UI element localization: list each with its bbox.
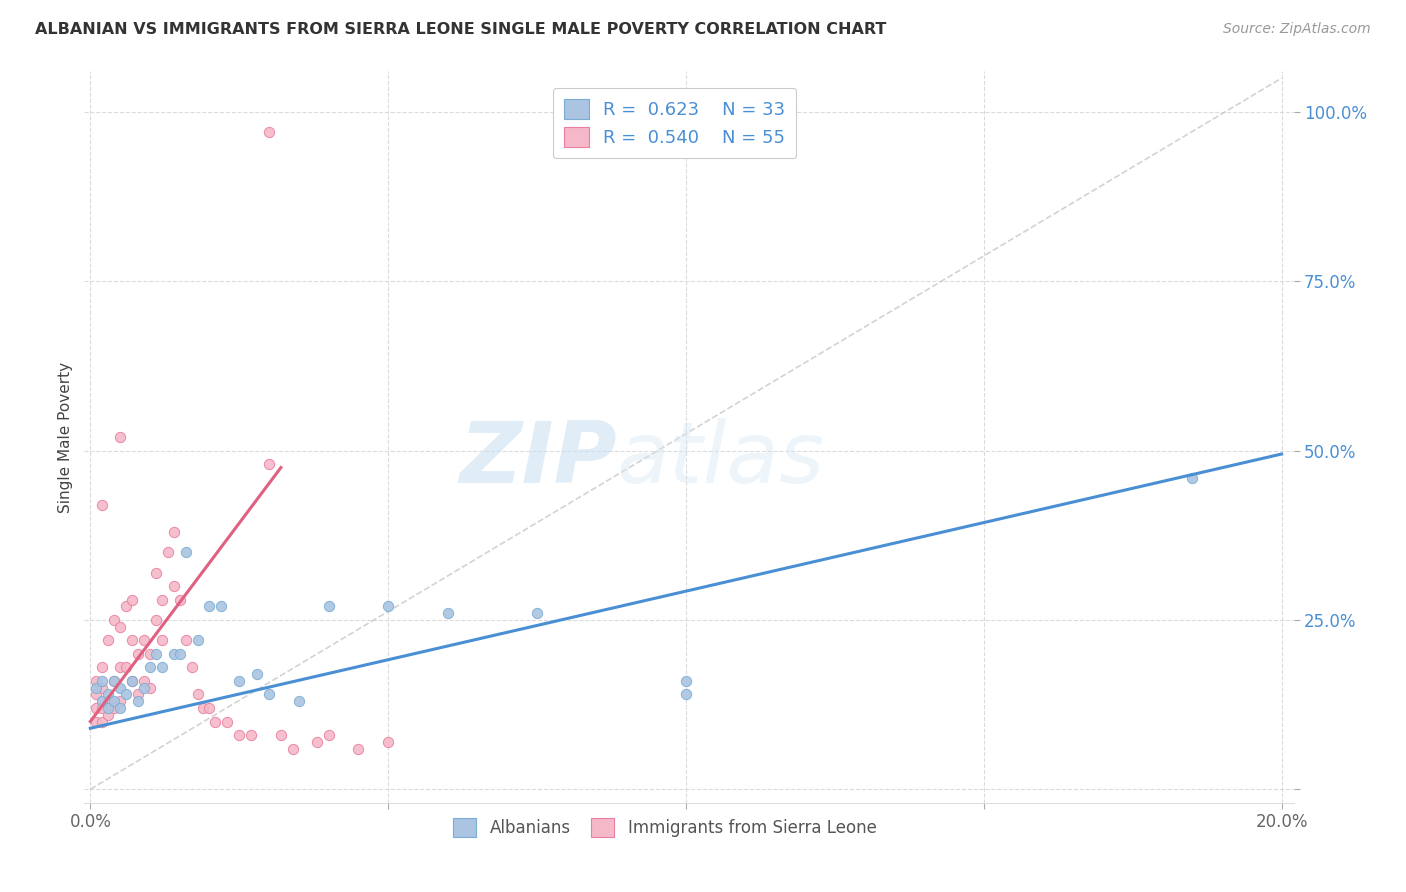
Point (84, 673, 107, 688)
Point (139, 681, 162, 695)
Point (270, 728, 292, 742)
Point (127, 694, 149, 708)
Point (169, 592, 191, 607)
Point (108, 681, 131, 695)
Point (108, 660, 131, 674)
Point (217, 714, 239, 729)
Point (91, 714, 114, 729)
Text: atlas: atlas (616, 417, 824, 500)
Point (318, 728, 340, 742)
Point (103, 613, 125, 627)
Point (347, 741, 370, 756)
Point (257, 125, 280, 139)
Point (281, 741, 304, 756)
Point (108, 694, 131, 708)
Point (97, 694, 120, 708)
Point (145, 566, 167, 580)
Point (377, 599, 399, 614)
Point (103, 701, 125, 715)
Point (169, 647, 191, 661)
Point (132, 673, 155, 688)
Point (318, 599, 340, 614)
Point (132, 681, 155, 695)
Point (288, 694, 311, 708)
Point (163, 647, 186, 661)
Point (84, 701, 107, 715)
Point (103, 673, 125, 688)
Point (228, 728, 250, 742)
Point (91, 681, 114, 695)
Point (193, 701, 215, 715)
Point (150, 633, 173, 648)
Point (180, 660, 202, 674)
Point (228, 673, 250, 688)
Point (145, 647, 167, 661)
Point (127, 647, 149, 661)
Point (186, 633, 208, 648)
Point (150, 592, 173, 607)
Point (91, 673, 114, 688)
Point (198, 701, 221, 715)
Point (108, 701, 131, 715)
Point (103, 694, 125, 708)
Point (1181, 471, 1204, 485)
Point (84, 688, 107, 702)
Text: Source: ZipAtlas.com: Source: ZipAtlas.com (1223, 22, 1371, 37)
Point (163, 579, 186, 593)
Point (108, 620, 131, 634)
Point (257, 688, 280, 702)
Point (91, 701, 114, 715)
Point (209, 599, 232, 614)
Point (139, 647, 162, 661)
Point (91, 694, 114, 708)
Point (115, 599, 138, 614)
Point (150, 660, 173, 674)
Point (127, 688, 149, 702)
Point (108, 430, 131, 444)
Point (139, 660, 162, 674)
Point (186, 688, 208, 702)
Text: ZIP: ZIP (458, 417, 616, 500)
Point (103, 673, 125, 688)
Point (156, 545, 179, 559)
Point (84, 714, 107, 729)
Point (675, 688, 697, 702)
Point (121, 592, 143, 607)
Legend: Albanians, Immigrants from Sierra Leone: Albanians, Immigrants from Sierra Leone (444, 810, 884, 846)
Point (121, 673, 143, 688)
Point (204, 714, 226, 729)
Point (84, 681, 107, 695)
Point (526, 606, 548, 620)
Point (246, 667, 269, 681)
Point (174, 545, 197, 559)
Point (91, 498, 114, 512)
Point (240, 728, 263, 742)
Point (132, 633, 155, 648)
Point (115, 688, 138, 702)
Point (377, 735, 399, 749)
Y-axis label: Single Male Poverty: Single Male Poverty (58, 361, 73, 513)
Point (121, 633, 143, 648)
Point (675, 673, 697, 688)
Point (121, 673, 143, 688)
Point (436, 606, 458, 620)
Point (174, 633, 197, 648)
Point (163, 524, 186, 539)
Point (97, 688, 120, 702)
Point (198, 599, 221, 614)
Text: ALBANIAN VS IMMIGRANTS FROM SIERRA LEONE SINGLE MALE POVERTY CORRELATION CHART: ALBANIAN VS IMMIGRANTS FROM SIERRA LEONE… (35, 22, 887, 37)
Point (115, 660, 138, 674)
Point (257, 457, 280, 471)
Point (97, 633, 120, 648)
Point (91, 660, 114, 674)
Point (145, 613, 167, 627)
Point (97, 707, 120, 722)
Point (305, 735, 328, 749)
Point (97, 701, 120, 715)
